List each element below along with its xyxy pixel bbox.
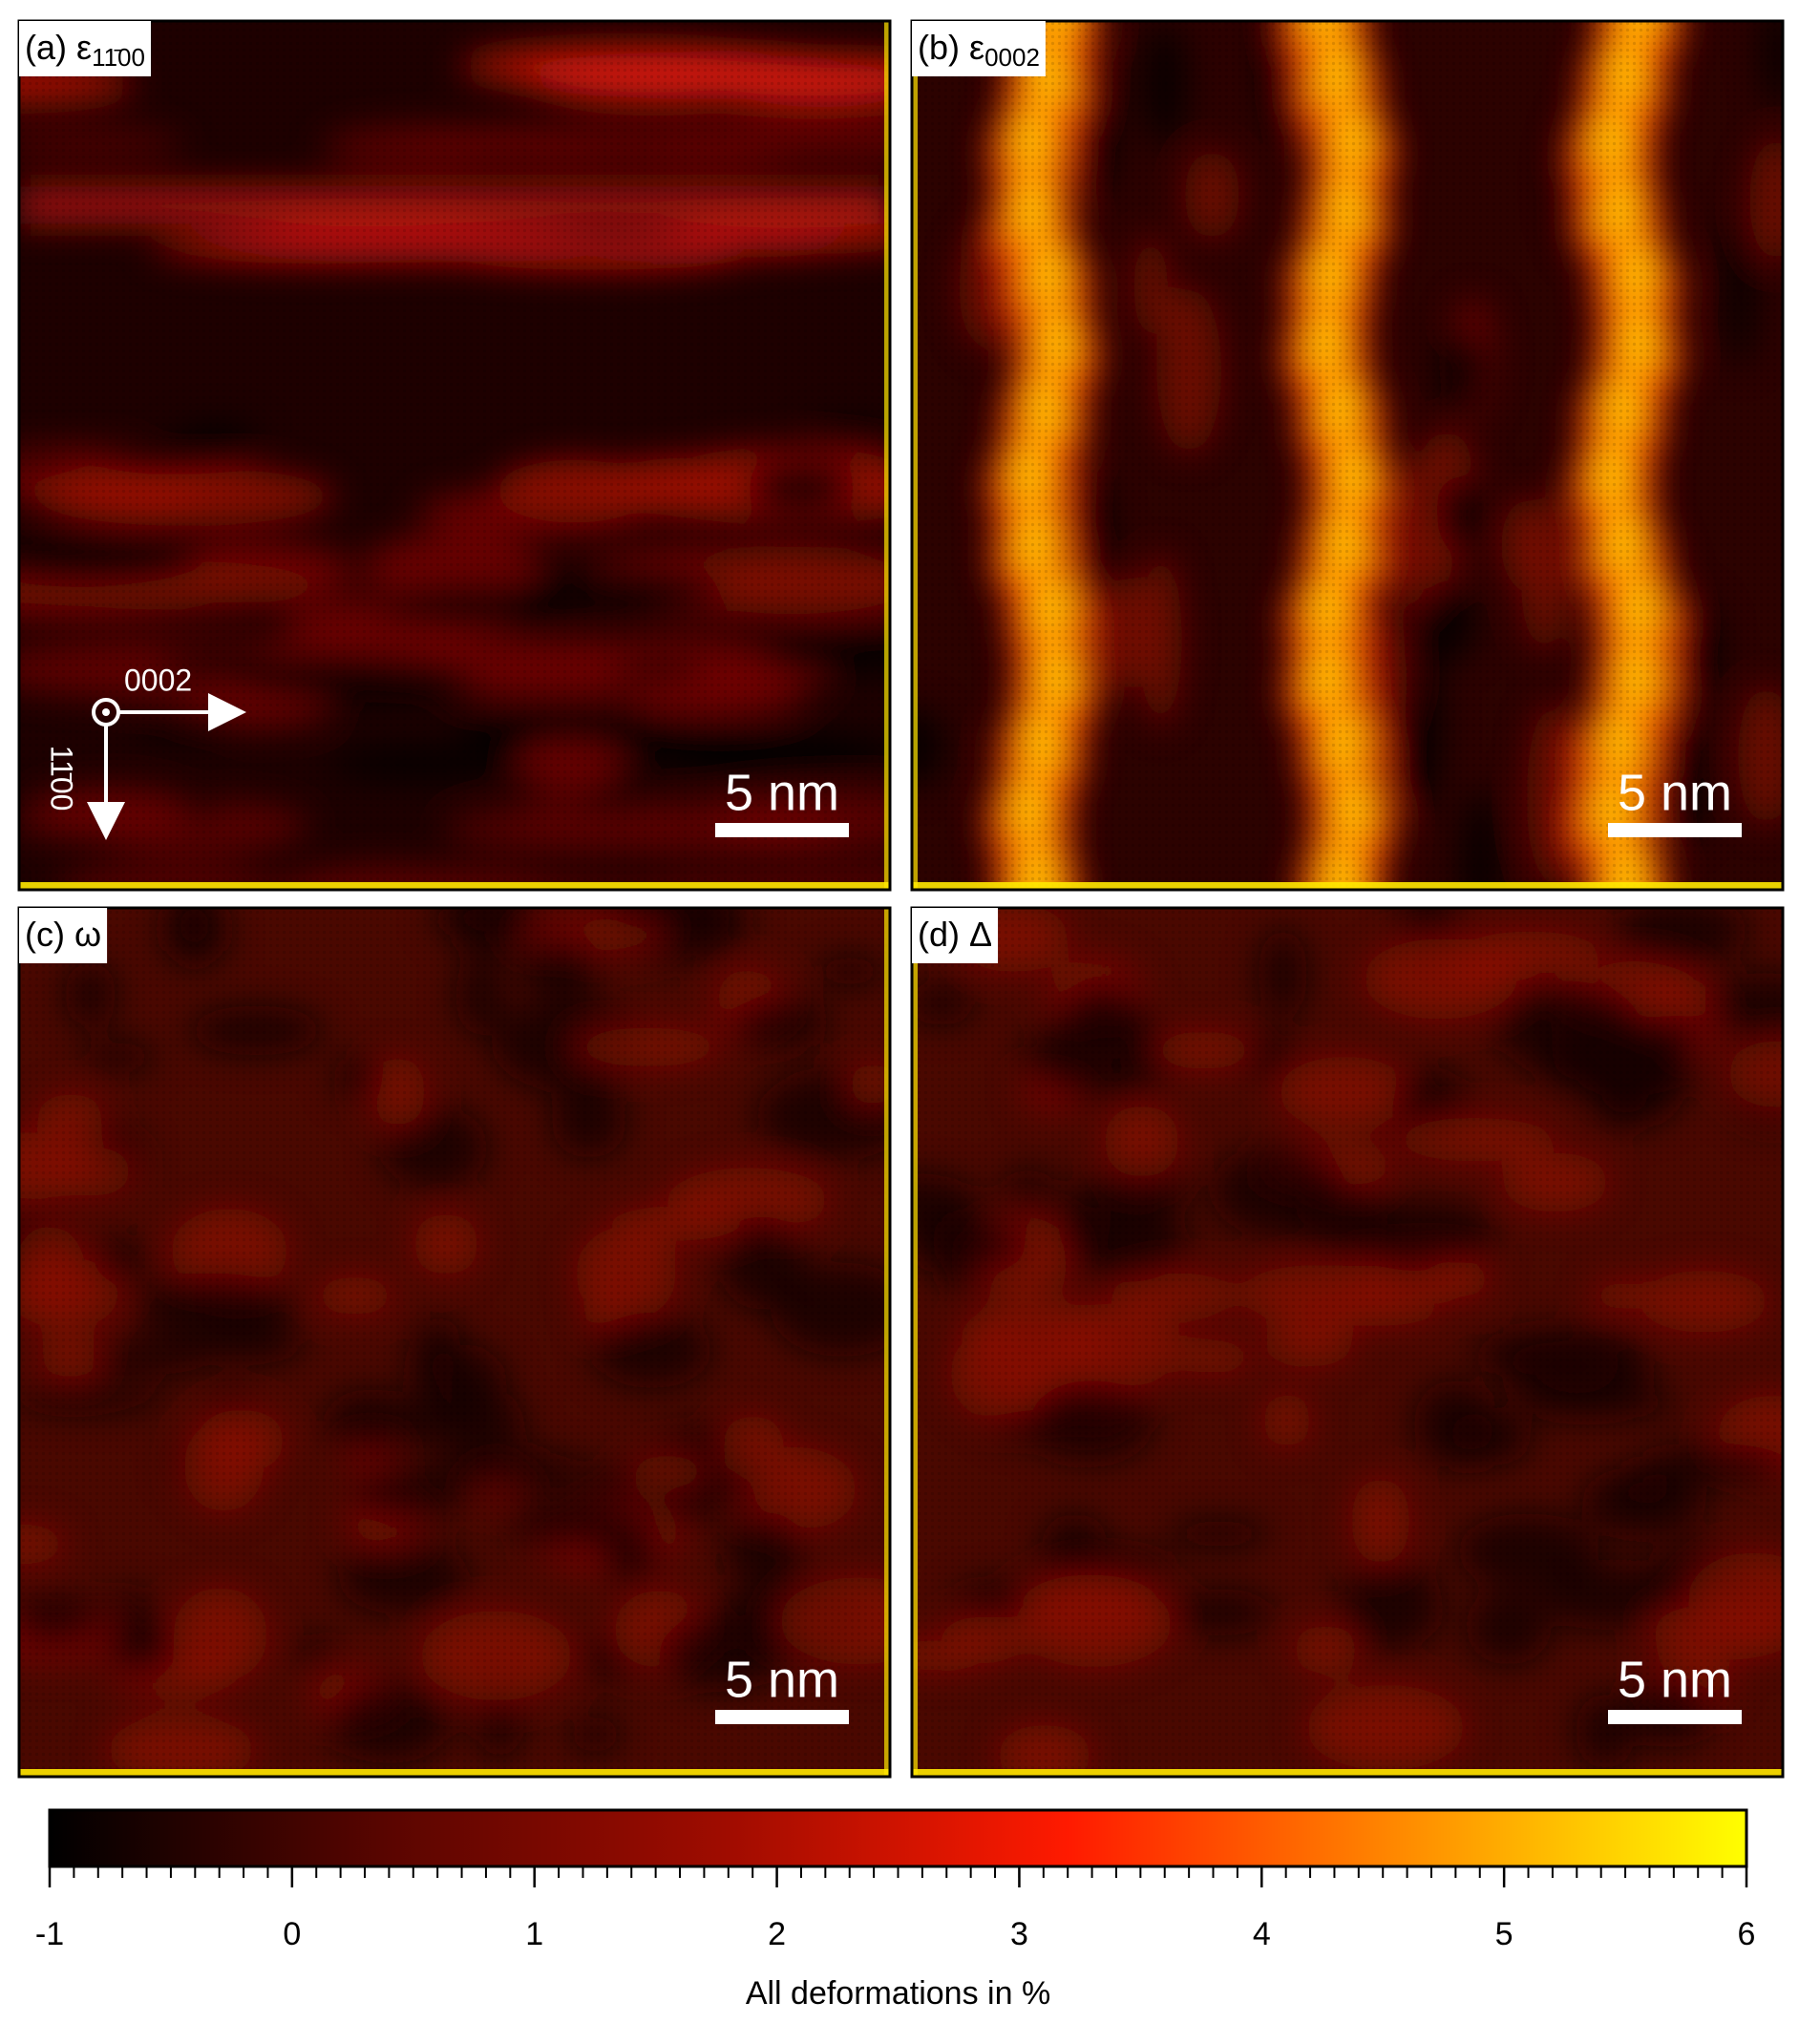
scale-bar (715, 823, 849, 837)
panel-label-subscript: 0002 (984, 43, 1040, 72)
panel-label: (b) ε0002 (918, 28, 1040, 72)
panel-frame (910, 906, 1785, 1779)
axis-arrow-label: 11̄00 (45, 746, 79, 811)
panel-frame (910, 19, 1785, 892)
panel-frame (17, 906, 892, 1779)
scale-bar (1608, 823, 1742, 837)
edge-artifact (19, 1769, 890, 1777)
edge-artifact (912, 1769, 1783, 1777)
panel-label-box (19, 21, 151, 76)
tick-label: 2 (768, 1916, 786, 1952)
panel-label-text: (b) ε (918, 28, 984, 67)
edge-artifact (884, 908, 890, 1777)
panel-frame (17, 19, 892, 892)
scale-bar-label: 5 nm (725, 1651, 839, 1708)
strain-map (19, 908, 890, 1777)
edge-artifact (912, 882, 1783, 890)
atomic-texture (19, 21, 890, 890)
panel-label-subscript: 11̄00 (92, 43, 145, 72)
scale-bar-label: 5 nm (1618, 764, 1732, 821)
tick-label: 5 (1495, 1916, 1513, 1952)
tick-label: 4 (1253, 1916, 1271, 1952)
atomic-texture (912, 908, 1783, 1777)
scale-bar-label: 5 nm (1618, 1651, 1732, 1708)
strain-map (912, 908, 1783, 1777)
panel-label-box (912, 21, 1046, 76)
scale-bar (1608, 1710, 1742, 1724)
tick-label: -1 (35, 1916, 64, 1952)
panel-label-box (912, 908, 999, 963)
colorbar-label: All deformations in % (746, 1975, 1050, 2012)
edge-artifact (884, 21, 890, 890)
strain-map (912, 21, 1783, 890)
axis-arrow-label: 0002 (124, 663, 192, 697)
colorbar (48, 1808, 1748, 1868)
edge-artifact (19, 882, 890, 890)
edge-artifact (912, 21, 918, 890)
atomic-texture (912, 21, 1783, 890)
panel-label: (d) Δ (918, 915, 992, 954)
atomic-texture (19, 908, 890, 1777)
edge-artifact (912, 908, 918, 1777)
panel-label: (a) ε11̄00 (25, 28, 145, 72)
scale-bar (715, 1710, 849, 1724)
strain-map (19, 21, 890, 890)
axis-origin-dot (102, 708, 110, 716)
panel-label-text: (a) ε (25, 28, 92, 67)
panel-label-box (19, 908, 108, 963)
panel-label-text: (d) Δ (918, 915, 992, 954)
tick-label: 0 (283, 1916, 301, 1952)
panel-label: (c) ω (25, 915, 101, 954)
tick-label: 1 (525, 1916, 543, 1952)
panel-label-text: (c) ω (25, 915, 101, 954)
tick-label: 3 (1010, 1916, 1028, 1952)
tick-label: 6 (1738, 1916, 1756, 1952)
scale-bar-label: 5 nm (725, 764, 839, 821)
